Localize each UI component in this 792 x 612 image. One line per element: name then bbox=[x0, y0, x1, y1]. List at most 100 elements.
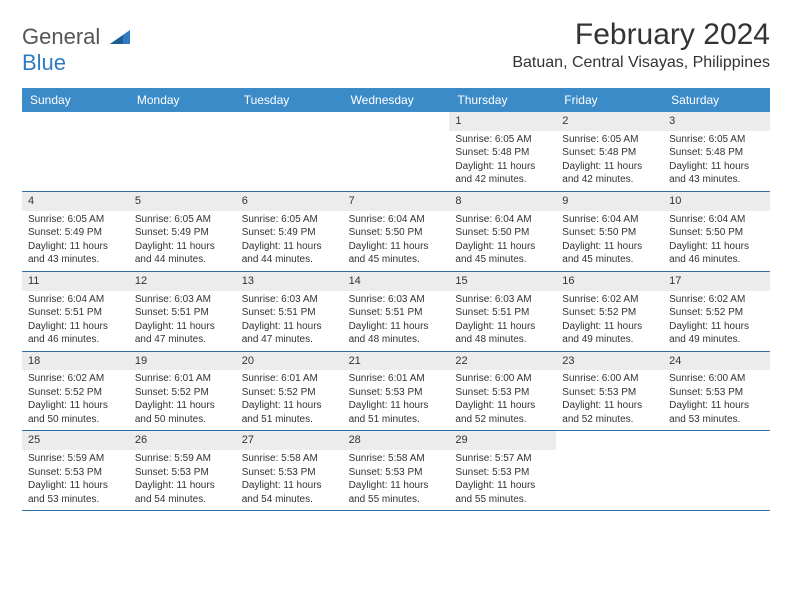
page-title: February 2024 bbox=[512, 18, 770, 52]
calendar-cell bbox=[663, 431, 770, 510]
calendar-cell bbox=[236, 112, 343, 191]
sunset-text: Sunset: 5:51 PM bbox=[28, 306, 123, 320]
day-number: 24 bbox=[663, 352, 770, 371]
day-number: 22 bbox=[449, 352, 556, 371]
sunrise-text: Sunrise: 5:59 AM bbox=[28, 452, 123, 466]
page-header: General Blue February 2024 Batuan, Centr… bbox=[22, 18, 770, 76]
daylight-text: Daylight: 11 hours and 47 minutes. bbox=[242, 320, 337, 347]
day-number: 6 bbox=[236, 192, 343, 211]
cell-body: Sunrise: 6:04 AMSunset: 5:51 PMDaylight:… bbox=[22, 291, 129, 351]
sunset-text: Sunset: 5:52 PM bbox=[669, 306, 764, 320]
cell-body: Sunrise: 6:03 AMSunset: 5:51 PMDaylight:… bbox=[343, 291, 450, 351]
cell-body: Sunrise: 6:00 AMSunset: 5:53 PMDaylight:… bbox=[449, 370, 556, 430]
day-number: 7 bbox=[343, 192, 450, 211]
sunset-text: Sunset: 5:49 PM bbox=[135, 226, 230, 240]
cell-body: Sunrise: 5:58 AMSunset: 5:53 PMDaylight:… bbox=[343, 450, 450, 510]
calendar-cell bbox=[22, 112, 129, 191]
cell-body: Sunrise: 6:01 AMSunset: 5:52 PMDaylight:… bbox=[236, 370, 343, 430]
weekday-label: Sunday bbox=[22, 88, 129, 112]
sunset-text: Sunset: 5:51 PM bbox=[135, 306, 230, 320]
calendar-cell: 19Sunrise: 6:01 AMSunset: 5:52 PMDayligh… bbox=[129, 352, 236, 431]
calendar-week: 4Sunrise: 6:05 AMSunset: 5:49 PMDaylight… bbox=[22, 192, 770, 272]
calendar-cell: 8Sunrise: 6:04 AMSunset: 5:50 PMDaylight… bbox=[449, 192, 556, 271]
day-number: 8 bbox=[449, 192, 556, 211]
weekday-label: Saturday bbox=[663, 88, 770, 112]
logo: General Blue bbox=[22, 24, 130, 76]
calendar-body: 1Sunrise: 6:05 AMSunset: 5:48 PMDaylight… bbox=[22, 112, 770, 511]
sunrise-text: Sunrise: 6:05 AM bbox=[455, 133, 550, 147]
cell-body: Sunrise: 6:05 AMSunset: 5:48 PMDaylight:… bbox=[663, 131, 770, 191]
calendar-page: General Blue February 2024 Batuan, Centr… bbox=[0, 0, 792, 529]
sunrise-text: Sunrise: 6:03 AM bbox=[242, 293, 337, 307]
cell-body: Sunrise: 5:59 AMSunset: 5:53 PMDaylight:… bbox=[22, 450, 129, 510]
calendar-cell: 10Sunrise: 6:04 AMSunset: 5:50 PMDayligh… bbox=[663, 192, 770, 271]
cell-body: Sunrise: 6:05 AMSunset: 5:49 PMDaylight:… bbox=[129, 211, 236, 271]
calendar-cell: 3Sunrise: 6:05 AMSunset: 5:48 PMDaylight… bbox=[663, 112, 770, 191]
sunset-text: Sunset: 5:50 PM bbox=[562, 226, 657, 240]
day-number: 23 bbox=[556, 352, 663, 371]
calendar-week: 25Sunrise: 5:59 AMSunset: 5:53 PMDayligh… bbox=[22, 431, 770, 511]
logo-triangle-icon bbox=[110, 30, 130, 44]
sunrise-text: Sunrise: 6:04 AM bbox=[455, 213, 550, 227]
calendar-cell: 2Sunrise: 6:05 AMSunset: 5:48 PMDaylight… bbox=[556, 112, 663, 191]
day-number: 13 bbox=[236, 272, 343, 291]
sunset-text: Sunset: 5:53 PM bbox=[349, 466, 444, 480]
sunset-text: Sunset: 5:52 PM bbox=[562, 306, 657, 320]
sunrise-text: Sunrise: 6:00 AM bbox=[455, 372, 550, 386]
sunset-text: Sunset: 5:50 PM bbox=[455, 226, 550, 240]
daylight-text: Daylight: 11 hours and 48 minutes. bbox=[349, 320, 444, 347]
calendar-cell: 20Sunrise: 6:01 AMSunset: 5:52 PMDayligh… bbox=[236, 352, 343, 431]
calendar-cell: 17Sunrise: 6:02 AMSunset: 5:52 PMDayligh… bbox=[663, 272, 770, 351]
daylight-text: Daylight: 11 hours and 46 minutes. bbox=[669, 240, 764, 267]
sunrise-text: Sunrise: 6:00 AM bbox=[669, 372, 764, 386]
sunrise-text: Sunrise: 6:00 AM bbox=[562, 372, 657, 386]
day-number bbox=[129, 112, 236, 129]
cell-body: Sunrise: 6:03 AMSunset: 5:51 PMDaylight:… bbox=[129, 291, 236, 351]
calendar-cell: 22Sunrise: 6:00 AMSunset: 5:53 PMDayligh… bbox=[449, 352, 556, 431]
day-number: 15 bbox=[449, 272, 556, 291]
day-number: 26 bbox=[129, 431, 236, 450]
daylight-text: Daylight: 11 hours and 51 minutes. bbox=[349, 399, 444, 426]
sunrise-text: Sunrise: 6:04 AM bbox=[562, 213, 657, 227]
cell-body: Sunrise: 6:04 AMSunset: 5:50 PMDaylight:… bbox=[449, 211, 556, 271]
daylight-text: Daylight: 11 hours and 53 minutes. bbox=[28, 479, 123, 506]
weekday-label: Thursday bbox=[449, 88, 556, 112]
daylight-text: Daylight: 11 hours and 48 minutes. bbox=[455, 320, 550, 347]
daylight-text: Daylight: 11 hours and 43 minutes. bbox=[669, 160, 764, 187]
day-number: 4 bbox=[22, 192, 129, 211]
daylight-text: Daylight: 11 hours and 55 minutes. bbox=[349, 479, 444, 506]
logo-text: General Blue bbox=[22, 24, 130, 76]
sunrise-text: Sunrise: 6:05 AM bbox=[135, 213, 230, 227]
sunrise-text: Sunrise: 5:59 AM bbox=[135, 452, 230, 466]
daylight-text: Daylight: 11 hours and 55 minutes. bbox=[455, 479, 550, 506]
calendar-cell: 26Sunrise: 5:59 AMSunset: 5:53 PMDayligh… bbox=[129, 431, 236, 510]
sunrise-text: Sunrise: 5:58 AM bbox=[349, 452, 444, 466]
daylight-text: Daylight: 11 hours and 44 minutes. bbox=[242, 240, 337, 267]
daylight-text: Daylight: 11 hours and 49 minutes. bbox=[669, 320, 764, 347]
day-number: 10 bbox=[663, 192, 770, 211]
sunset-text: Sunset: 5:51 PM bbox=[242, 306, 337, 320]
calendar: Sunday Monday Tuesday Wednesday Thursday… bbox=[22, 88, 770, 511]
cell-body: Sunrise: 6:04 AMSunset: 5:50 PMDaylight:… bbox=[556, 211, 663, 271]
cell-body: Sunrise: 6:00 AMSunset: 5:53 PMDaylight:… bbox=[663, 370, 770, 430]
calendar-cell: 23Sunrise: 6:00 AMSunset: 5:53 PMDayligh… bbox=[556, 352, 663, 431]
calendar-cell: 29Sunrise: 5:57 AMSunset: 5:53 PMDayligh… bbox=[449, 431, 556, 510]
daylight-text: Daylight: 11 hours and 46 minutes. bbox=[28, 320, 123, 347]
day-number: 19 bbox=[129, 352, 236, 371]
weekday-header: Sunday Monday Tuesday Wednesday Thursday… bbox=[22, 88, 770, 112]
sunset-text: Sunset: 5:51 PM bbox=[349, 306, 444, 320]
cell-body: Sunrise: 6:02 AMSunset: 5:52 PMDaylight:… bbox=[663, 291, 770, 351]
day-number: 5 bbox=[129, 192, 236, 211]
cell-body: Sunrise: 6:00 AMSunset: 5:53 PMDaylight:… bbox=[556, 370, 663, 430]
day-number bbox=[236, 112, 343, 129]
day-number bbox=[343, 112, 450, 129]
weekday-label: Wednesday bbox=[343, 88, 450, 112]
sunrise-text: Sunrise: 6:02 AM bbox=[562, 293, 657, 307]
day-number: 3 bbox=[663, 112, 770, 131]
sunrise-text: Sunrise: 6:03 AM bbox=[135, 293, 230, 307]
cell-body: Sunrise: 6:05 AMSunset: 5:49 PMDaylight:… bbox=[22, 211, 129, 271]
calendar-cell: 16Sunrise: 6:02 AMSunset: 5:52 PMDayligh… bbox=[556, 272, 663, 351]
calendar-cell bbox=[556, 431, 663, 510]
weekday-label: Tuesday bbox=[236, 88, 343, 112]
sunrise-text: Sunrise: 6:03 AM bbox=[455, 293, 550, 307]
